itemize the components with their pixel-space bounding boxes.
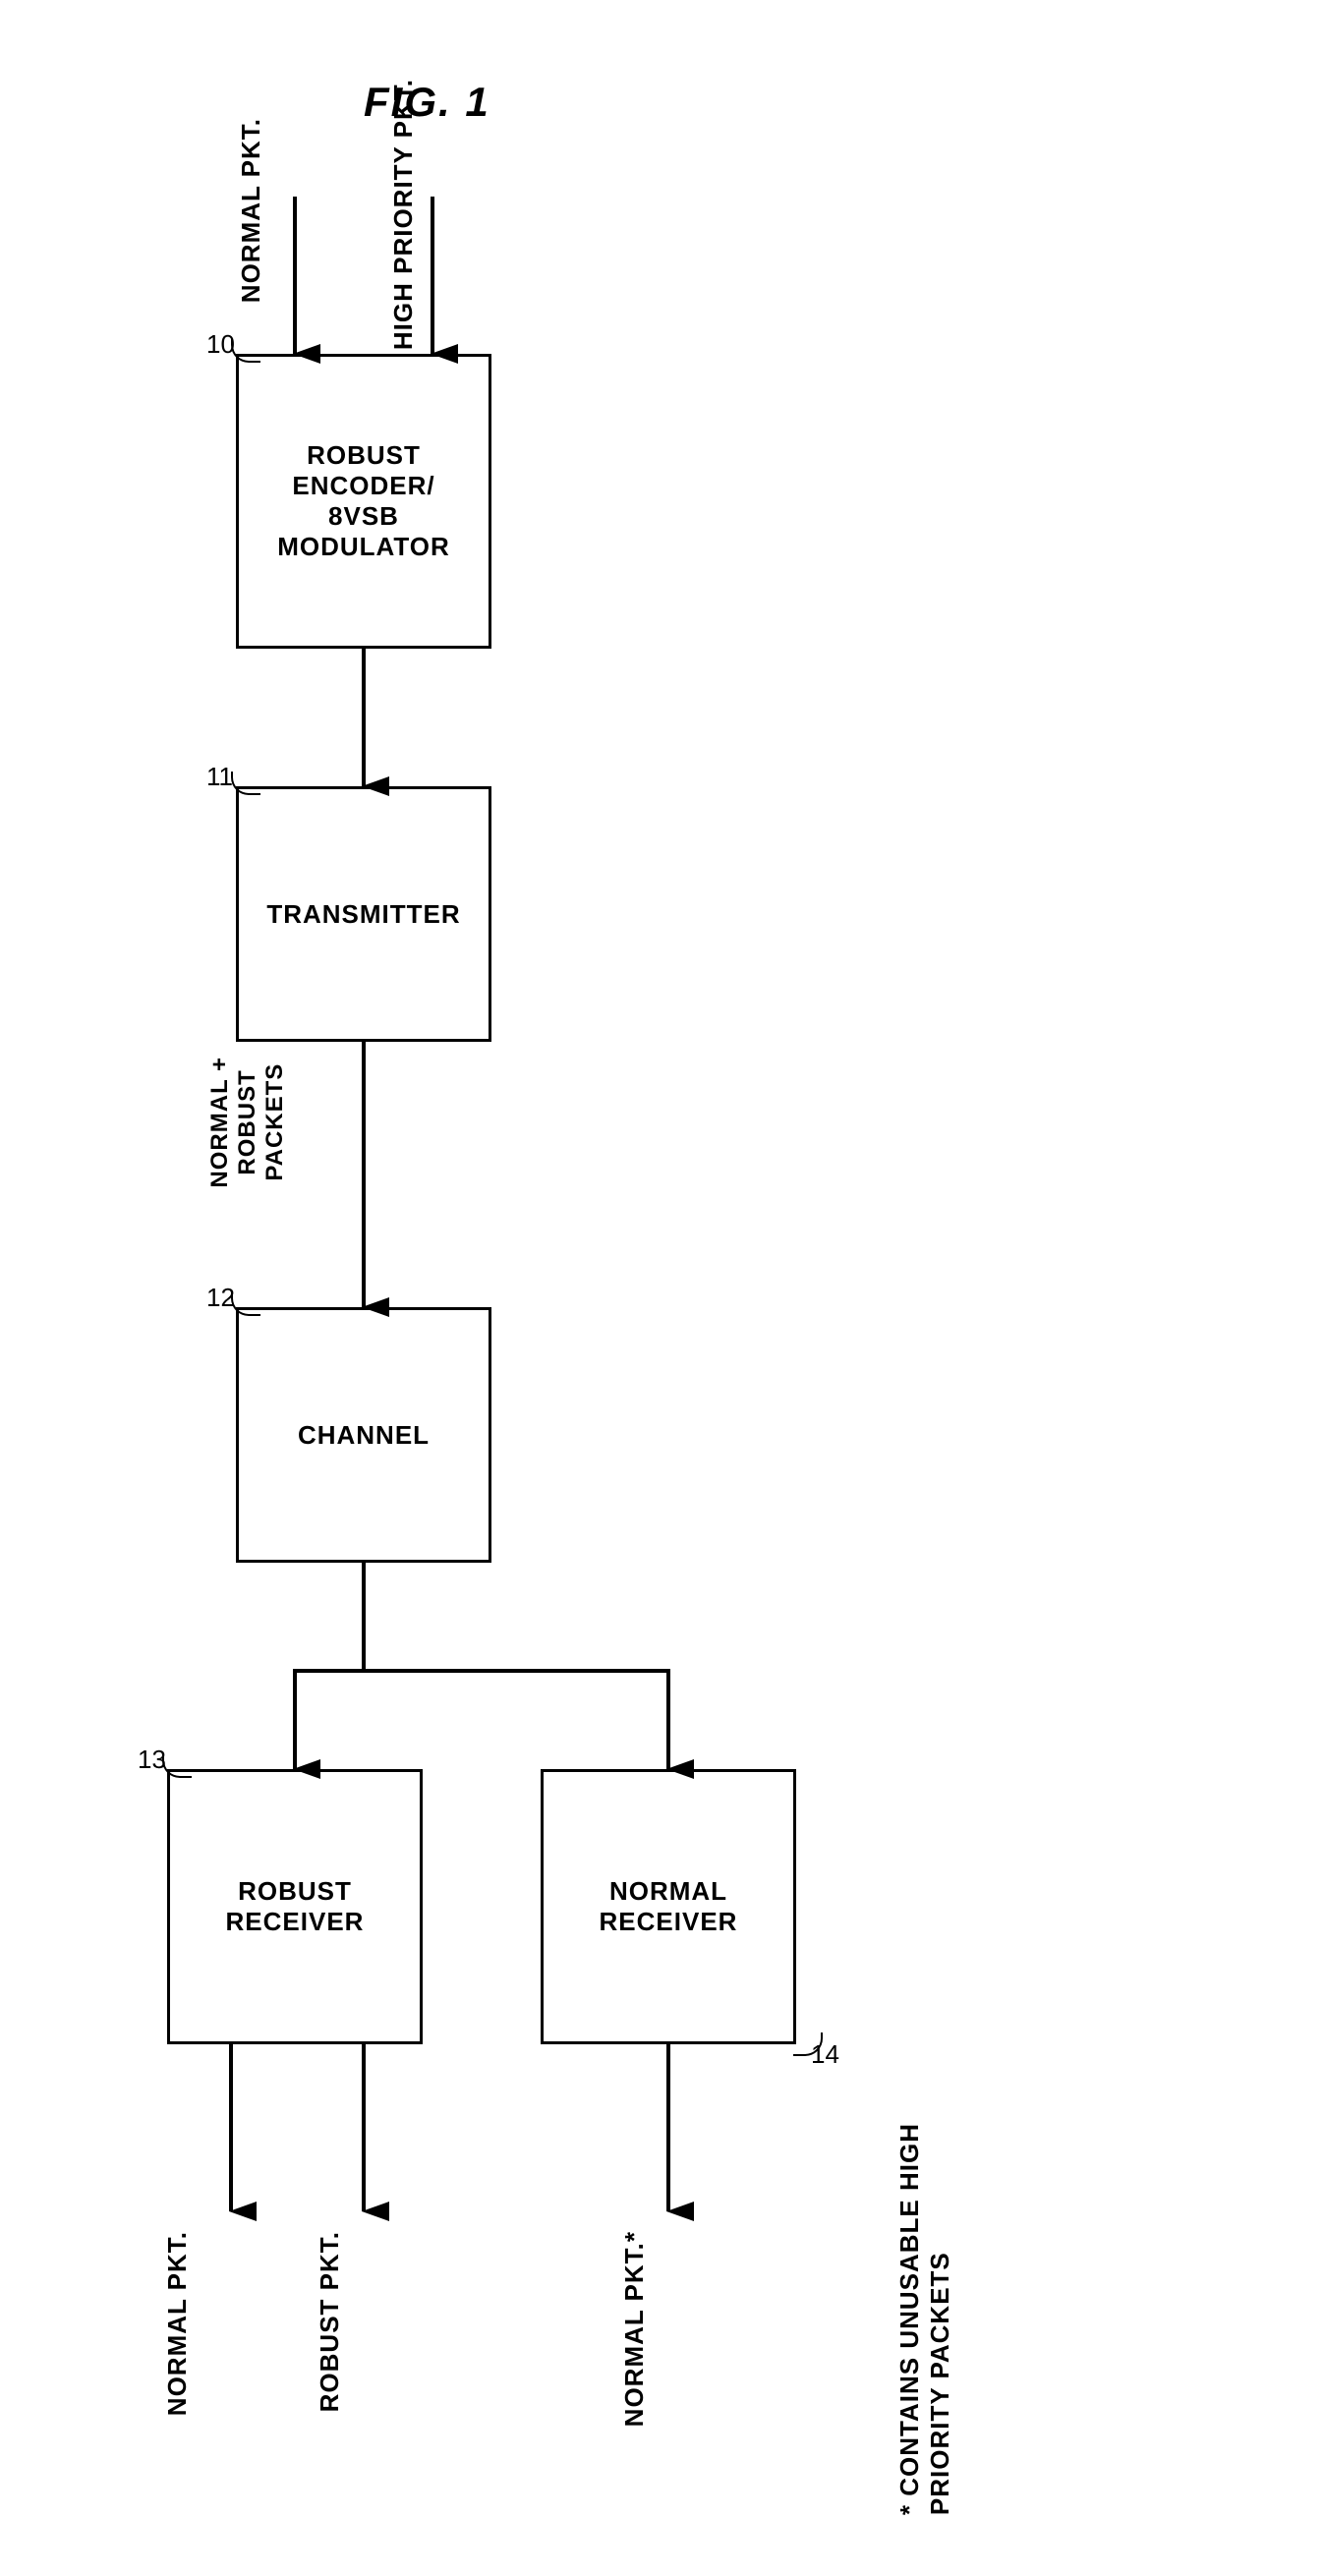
label-output-normal-pkt: NORMAL PKT. [162,2231,193,2416]
label-input-normal-pkt: NORMAL PKT. [236,118,266,303]
label-normal-robust-packets: NORMAL + ROBUST PACKETS [206,1057,289,1188]
label-output-normal-pkt-star: NORMAL PKT.* [619,2231,650,2427]
footnote-line: PRIORITY PACKETS [925,2252,954,2515]
box-line: TRANSMITTER [266,899,460,930]
box-channel: CHANNEL [236,1307,491,1563]
box-robust-receiver: ROBUST RECEIVER [167,1769,423,2044]
figure-1: FIG. 1 ROBUST ENCODER/ 8VSB MODULATOR 10… [39,39,1285,2537]
arrow-split-left [295,1671,364,1769]
box-line: MODULATOR [277,532,450,562]
edge-label-line: ROBUST [234,1069,260,1174]
box-line: 8VSB [328,501,399,532]
box-line: RECEIVER [600,1907,738,1937]
footnote-star: * CONTAINS UNUSABLE HIGH PRIORITY PACKET… [894,2123,955,2515]
figure-title: FIG. 1 [364,79,490,126]
box-line: ROBUST [238,1876,352,1907]
box-line: RECEIVER [226,1907,365,1937]
edge-label-line: PACKETS [261,1063,288,1181]
label-output-robust-pkt: ROBUST PKT. [315,2231,345,2412]
box-transmitter: TRANSMITTER [236,786,491,1042]
footnote-line: * CONTAINS UNUSABLE HIGH [894,2123,924,2515]
box-line: NORMAL [609,1876,727,1907]
box-line: CHANNEL [298,1420,430,1451]
ref-num-11: 11 [206,762,233,792]
edge-label-line: NORMAL + [206,1057,233,1188]
box-normal-receiver: NORMAL RECEIVER [541,1769,796,2044]
label-input-high-priority-pkt: HIGH PRIORITY PKT. [388,79,419,350]
box-robust-encoder: ROBUST ENCODER/ 8VSB MODULATOR [236,354,491,649]
arrow-split-right [364,1671,668,1769]
box-line: ROBUST [307,440,421,471]
box-line: ENCODER/ [292,471,434,501]
